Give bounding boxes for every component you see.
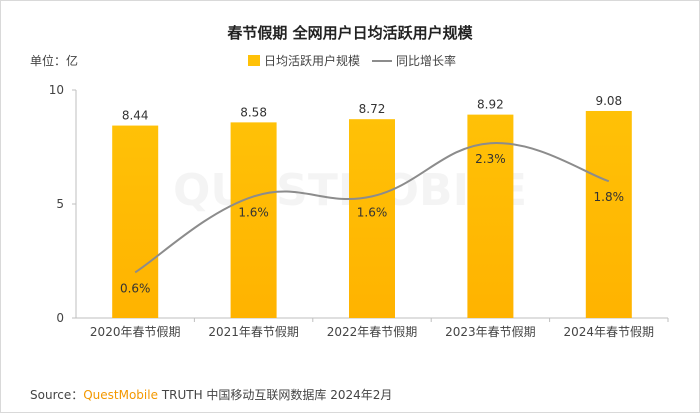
bar [112, 125, 159, 319]
x-tick-label: 2022年春节假期 [327, 325, 418, 339]
bar-value-label: 8.92 [477, 98, 504, 112]
y-tick-label: 0 [56, 311, 64, 325]
y-tick-label: 10 [49, 83, 64, 97]
source-prefix: Source： [30, 388, 84, 402]
x-tick-label: 2021年春节假期 [208, 325, 299, 339]
legend: 日均活跃用户规模 同比增长率 [248, 52, 456, 69]
growth-rate-line [134, 142, 610, 274]
source-brand: QuestMobile [83, 388, 158, 402]
line-value-label: 1.6% [238, 205, 269, 219]
bar-value-label: 9.08 [595, 94, 622, 108]
legend-line-swatch [372, 59, 393, 62]
y-tick-label: 5 [56, 197, 64, 211]
line-value-label: 1.6% [357, 205, 388, 219]
bar-value-label: 8.44 [122, 109, 149, 123]
x-tick-label: 2024年春节假期 [564, 325, 655, 339]
line-value-label: 0.6% [120, 281, 151, 295]
x-tick-label: 2023年春节假期 [445, 325, 536, 339]
source-rest: TRUTH 中国移动互联网数据库 2024年2月 [161, 388, 393, 402]
legend-bar-swatch [248, 55, 260, 66]
line-value-label: 1.8% [594, 190, 625, 204]
x-tick-label: 2020年春节假期 [90, 325, 181, 339]
legend-line-label: 同比增长率 [396, 54, 457, 68]
source-note: Source：QuestMobile TRUTH 中国移动互联网数据库 2024… [30, 386, 392, 403]
bar [585, 110, 632, 318]
line-value-label: 2.3% [475, 152, 506, 166]
bar [467, 114, 514, 319]
bar [230, 122, 277, 318]
unit-label: 单位：亿 [30, 54, 79, 68]
bar-value-label: 8.72 [359, 102, 386, 116]
chart-title: 春节假期 全网用户日均活跃用户规模 [227, 24, 473, 42]
legend-bar-label: 日均活跃用户规模 [264, 54, 361, 68]
bar [349, 119, 395, 319]
bar-value-label: 8.58 [240, 105, 267, 119]
